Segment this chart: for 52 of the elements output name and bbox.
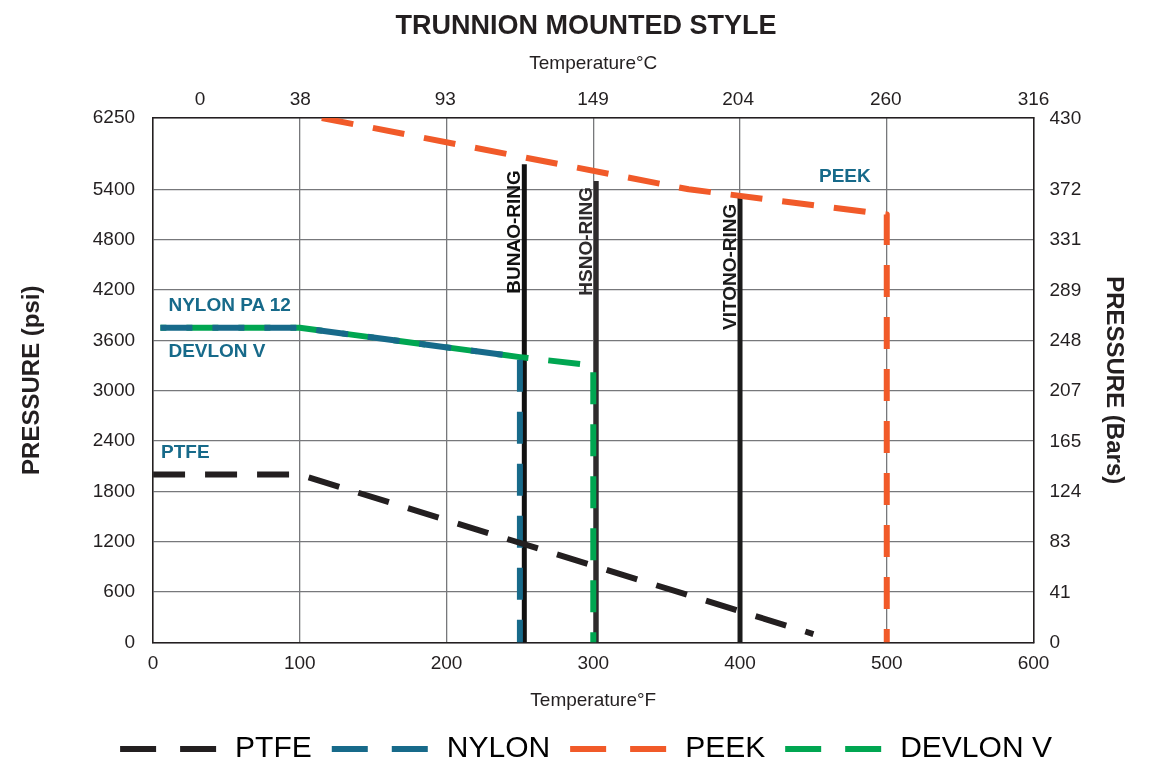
y-tick-label: 3000 (92, 378, 136, 400)
y2-tick-label: 430 (1049, 107, 1082, 129)
y-tick-label: 5400 (92, 177, 136, 199)
x2-axis-title: Temperature°C (529, 52, 658, 74)
x-axis-title: Temperature°F (530, 688, 657, 710)
y-tick-label: 2400 (92, 429, 136, 451)
x-tick-label: 600 (1017, 652, 1050, 674)
y2-tick-label: 41 (1049, 580, 1071, 602)
y-tick-label: 3600 (92, 328, 136, 350)
y2-tick-label: 124 (1049, 479, 1082, 501)
y2-tick-label: 207 (1049, 378, 1082, 400)
x-tick-label: 200 (430, 652, 463, 674)
legend-label: DEVLON V (900, 730, 1052, 764)
y-axis-title: PRESSURE (psi) (17, 285, 45, 475)
x2-tick-label: 0 (194, 87, 206, 109)
x2-tick-label: 38 (289, 87, 311, 109)
x-tick-label: 500 (870, 652, 903, 674)
chart-title: TRUNNION MOUNTED STYLE (395, 9, 777, 40)
legend-label: PEEK (685, 730, 766, 764)
x-tick-label: 100 (283, 652, 316, 674)
y-tick-label: 4800 (92, 227, 136, 249)
y2-tick-label: 372 (1049, 177, 1082, 199)
y-tick-label: 1200 (92, 529, 136, 551)
text: BUNAO-RING (503, 170, 525, 294)
y-tick-label: 4200 (92, 278, 136, 300)
x-tick-label: 400 (724, 652, 756, 674)
y2-tick-label: 83 (1049, 529, 1071, 551)
legend-label: NYLON (446, 730, 551, 764)
legend-label: PTFE (235, 730, 312, 764)
y-tick-label: 6250 (92, 106, 136, 128)
y2-axis-title: PRESSURE (Bars) (1101, 276, 1129, 485)
y2-tick-label: 331 (1049, 227, 1082, 249)
x2-tick-label: 93 (434, 87, 456, 109)
y2-tick-label: 289 (1049, 278, 1082, 300)
y-tick-label: 1800 (92, 479, 136, 501)
x2-tick-label: 149 (577, 87, 609, 109)
annotation: PEEK (819, 164, 872, 186)
y2-tick-label: 248 (1049, 328, 1082, 350)
x-tick-label: 0 (147, 652, 159, 674)
x2-tick-label: 316 (1017, 87, 1050, 109)
x-tick-label: 300 (577, 652, 610, 674)
x2-tick-label: 260 (869, 87, 902, 109)
y-tick-label: 0 (124, 630, 136, 652)
y2-tick-label: 165 (1049, 429, 1082, 451)
annotation: PTFE (161, 440, 210, 462)
annotation: NYLON PA 12 (168, 293, 291, 315)
annotation: DEVLON V (168, 339, 266, 361)
text: HSNO-RING (575, 186, 597, 296)
text: VITONO-RING (719, 203, 741, 331)
x2-tick-label: 204 (722, 87, 755, 109)
y2-tick-label: 0 (1049, 630, 1061, 652)
y-tick-label: 600 (103, 580, 136, 602)
